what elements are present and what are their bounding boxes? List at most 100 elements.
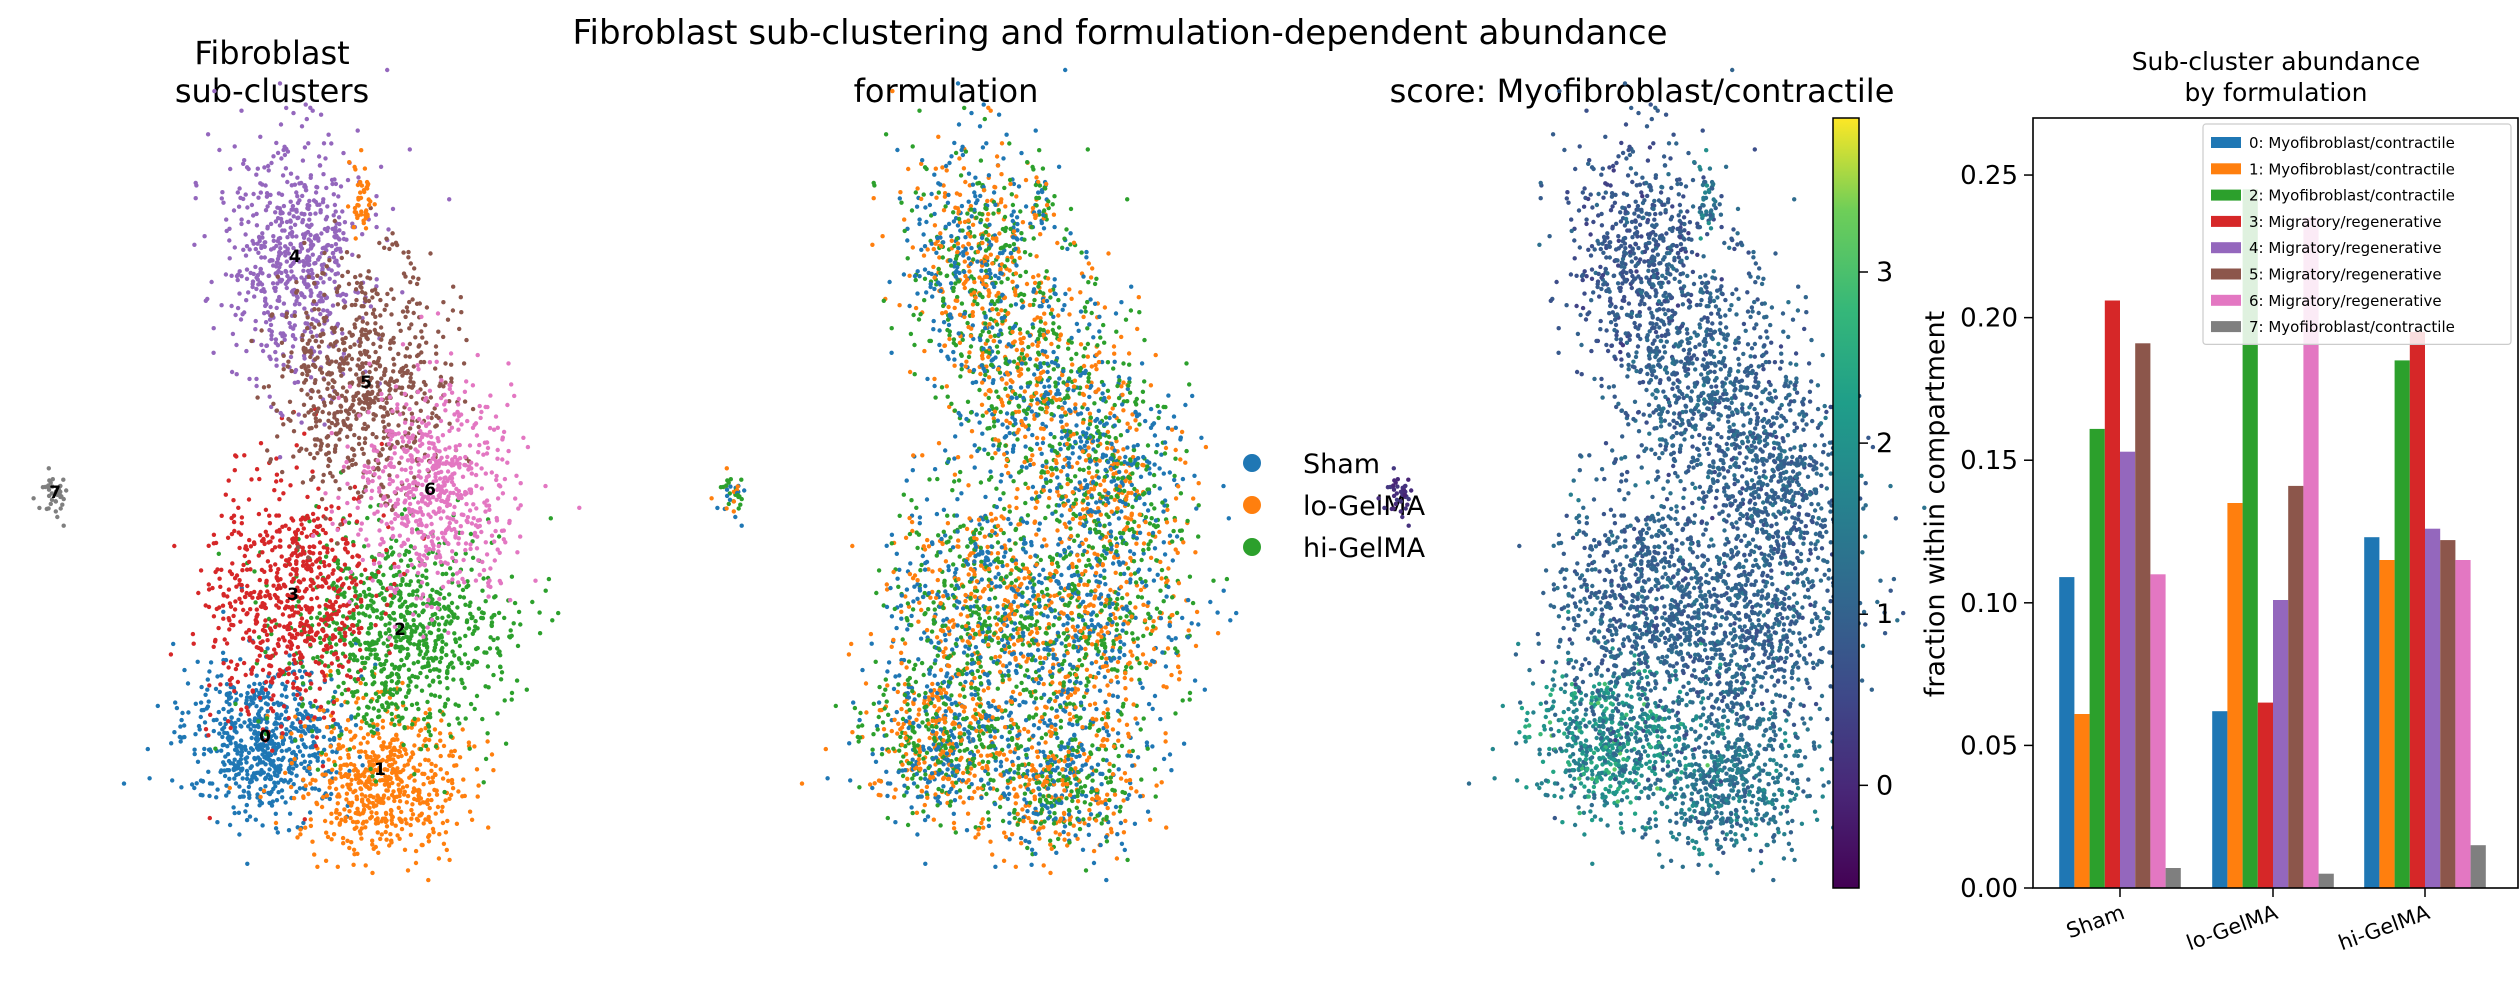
umap-point bbox=[366, 480, 371, 485]
umap-point bbox=[331, 832, 337, 837]
umap-point bbox=[368, 304, 374, 309]
umap-point bbox=[451, 665, 456, 670]
umap-point bbox=[363, 863, 368, 868]
umap-point bbox=[334, 697, 340, 703]
umap-point bbox=[206, 699, 211, 704]
umap-point bbox=[316, 344, 322, 349]
umap-point bbox=[396, 679, 401, 684]
umap-point bbox=[271, 263, 276, 268]
umap-point bbox=[300, 681, 306, 686]
umap-point bbox=[428, 715, 433, 720]
umap-point bbox=[289, 731, 294, 736]
umap-point bbox=[463, 547, 468, 553]
umap-point bbox=[410, 722, 415, 727]
umap-point bbox=[418, 584, 423, 589]
umap-point bbox=[301, 795, 306, 800]
umap-point bbox=[360, 474, 366, 480]
umap-point bbox=[347, 627, 353, 632]
umap-point bbox=[437, 680, 443, 685]
umap-point bbox=[235, 679, 241, 685]
umap-point bbox=[409, 322, 414, 327]
umap-point bbox=[330, 724, 335, 729]
umap-point bbox=[348, 575, 353, 580]
umap-point bbox=[281, 147, 286, 153]
umap-point bbox=[392, 490, 397, 495]
umap-point bbox=[313, 378, 318, 383]
umap-point bbox=[404, 402, 409, 407]
umap-point bbox=[447, 421, 452, 426]
umap-point bbox=[345, 434, 350, 439]
umap-point bbox=[393, 664, 398, 670]
umap-point bbox=[323, 554, 329, 559]
umap-point bbox=[317, 255, 322, 260]
umap-point bbox=[248, 544, 254, 549]
umap-point bbox=[360, 426, 366, 431]
umap-point bbox=[468, 490, 474, 496]
umap-point bbox=[234, 584, 239, 589]
umap-point bbox=[244, 547, 250, 552]
umap-point bbox=[263, 240, 268, 245]
umap-point bbox=[494, 473, 499, 479]
umap-point bbox=[467, 443, 473, 448]
umap-point bbox=[336, 670, 341, 676]
umap-point bbox=[369, 718, 374, 723]
umap-point bbox=[457, 755, 463, 760]
umap-point bbox=[408, 557, 413, 563]
umap-point bbox=[320, 772, 325, 777]
umap-point bbox=[489, 533, 495, 538]
umap-point bbox=[220, 734, 225, 740]
umap-point bbox=[420, 573, 425, 578]
umap-point bbox=[330, 710, 335, 715]
umap-point bbox=[423, 757, 428, 762]
umap-point bbox=[273, 285, 278, 291]
umap-point bbox=[442, 595, 447, 601]
umap-point bbox=[308, 817, 313, 822]
umap-point bbox=[318, 571, 323, 577]
umap-point bbox=[329, 509, 334, 514]
umap-point bbox=[323, 156, 328, 161]
umap-point bbox=[502, 615, 507, 621]
umap-point bbox=[348, 367, 353, 372]
umap-point bbox=[463, 602, 468, 607]
umap-point bbox=[338, 184, 344, 189]
umap-point bbox=[442, 531, 448, 536]
umap-point bbox=[434, 656, 439, 661]
umap-point bbox=[218, 682, 223, 687]
umap-point bbox=[380, 447, 385, 452]
umap-point bbox=[338, 755, 343, 761]
umap-point bbox=[399, 543, 404, 549]
umap-point bbox=[418, 359, 424, 365]
umap-point bbox=[222, 637, 227, 642]
umap-point bbox=[439, 655, 444, 661]
umap-point bbox=[276, 599, 282, 604]
umap-point bbox=[197, 727, 202, 732]
umap-point bbox=[388, 687, 393, 692]
umap-point bbox=[373, 212, 379, 217]
umap-point bbox=[411, 612, 416, 617]
umap-point bbox=[302, 724, 307, 729]
umap-point bbox=[260, 288, 265, 293]
umap-point bbox=[399, 657, 404, 663]
umap-point bbox=[229, 715, 234, 720]
umap-point bbox=[431, 658, 436, 663]
umap-point bbox=[276, 637, 282, 642]
umap-point bbox=[437, 708, 443, 714]
umap-point bbox=[278, 478, 284, 483]
umap-point bbox=[370, 295, 375, 300]
figure-title: Fibroblast sub-clustering and formulatio… bbox=[572, 13, 1667, 53]
umap-point bbox=[423, 710, 428, 716]
umap-point bbox=[347, 599, 352, 605]
umap-point bbox=[379, 337, 384, 342]
umap-point bbox=[276, 757, 281, 762]
umap-point bbox=[327, 311, 332, 317]
umap-point bbox=[383, 707, 388, 713]
umap-point bbox=[474, 483, 479, 489]
umap-point bbox=[246, 712, 251, 717]
umap-point bbox=[252, 693, 257, 698]
umap-point bbox=[440, 820, 446, 826]
umap-point bbox=[455, 716, 460, 721]
umap-point bbox=[415, 818, 421, 823]
umap-point bbox=[335, 801, 340, 806]
umap-point bbox=[356, 774, 361, 780]
umap-point bbox=[447, 516, 453, 521]
